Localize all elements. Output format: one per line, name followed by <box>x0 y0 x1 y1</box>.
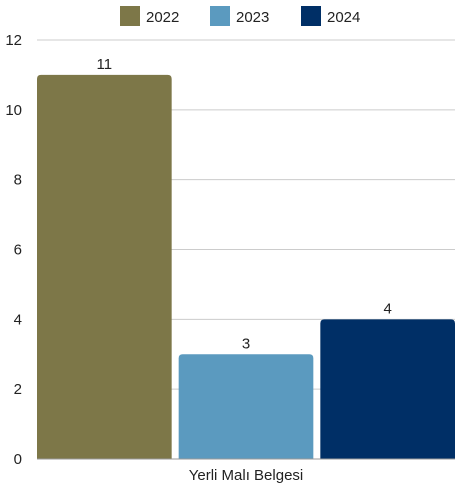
data-label-2023: 3 <box>242 335 250 352</box>
bar-2023[interactable] <box>178 354 314 459</box>
y-tick-label: 12 <box>5 32 22 49</box>
data-labels: 11 3 4 <box>97 56 392 352</box>
legend-item-2022[interactable]: 2022 <box>120 6 179 26</box>
bars <box>37 74 455 460</box>
y-tick-label: 8 <box>14 172 22 189</box>
legend-swatch <box>120 6 140 26</box>
y-tick-label: 6 <box>14 242 22 259</box>
y-tick-label: 4 <box>14 311 22 328</box>
legend-label: 2023 <box>236 9 269 26</box>
legend-swatch <box>301 6 321 26</box>
bar-2022[interactable] <box>37 74 172 460</box>
y-tick-label: 2 <box>14 381 22 398</box>
legend-swatch <box>210 6 230 26</box>
x-axis: Yerli Malı Belgesi <box>37 458 455 484</box>
legend-item-2023[interactable]: 2023 <box>210 6 269 26</box>
legend: 2022 2023 2024 <box>120 6 360 26</box>
y-tick-label: 10 <box>5 102 22 119</box>
y-axis-ticks: 0 2 4 6 8 10 12 <box>5 32 22 468</box>
x-category-label: Yerli Malı Belgesi <box>189 467 304 484</box>
data-label-2024: 4 <box>383 300 391 317</box>
legend-label: 2024 <box>327 9 360 26</box>
y-tick-label: 0 <box>14 451 22 468</box>
data-label-2022: 11 <box>97 56 113 73</box>
bar-2024[interactable] <box>320 319 455 459</box>
legend-label: 2022 <box>146 9 179 26</box>
legend-item-2024[interactable]: 2024 <box>301 6 360 26</box>
